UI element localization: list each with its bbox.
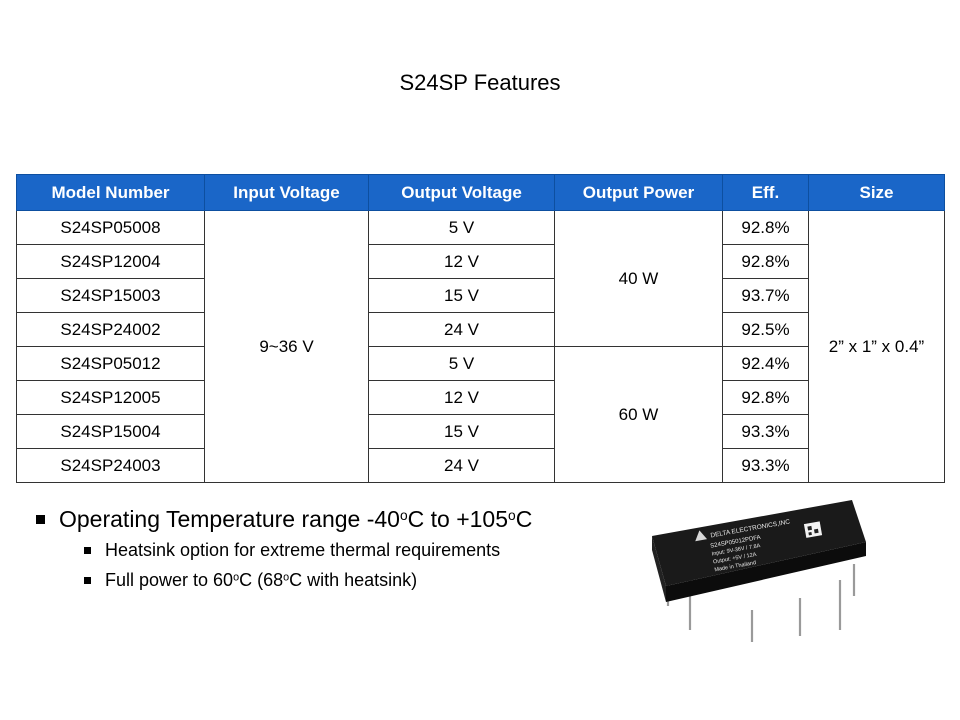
model-cell: S24SP24002 [16, 312, 205, 347]
text-run: C with heatsink) [289, 569, 418, 590]
table-header-row: Model Number Input Voltage Output Voltag… [16, 174, 945, 211]
degree-superscript: o [233, 571, 240, 584]
module-body [652, 500, 866, 586]
module-side-face [652, 536, 666, 602]
model-cell: S24SP12004 [16, 244, 205, 279]
text-run: C to +105 [407, 505, 509, 532]
header-size: Size [808, 174, 945, 211]
text-run: Operating Temperature range -40 [59, 505, 400, 532]
table-row: S24SP24002 24 V 92.5% [16, 312, 945, 347]
delta-logo-icon [695, 530, 708, 542]
table-row: S24SP12005 12 V 92.8% [16, 380, 945, 415]
square-bullet-icon [84, 576, 91, 584]
text-run: C (68 [239, 569, 284, 590]
degree-superscript: o [283, 571, 290, 584]
table-row: S24SP05008 9~36 V 5 V 40 W 92.8% 2” x 1”… [16, 210, 945, 483]
table-row: S24SP15004 15 V 93.3% [16, 414, 945, 449]
size-cell: 2” x 1” x 0.4” [808, 210, 945, 483]
efficiency-cell: 92.8% [722, 210, 809, 245]
bullet-heatsink-option: Heatsink option for extreme thermal requ… [84, 535, 532, 565]
header-output-power: Output Power [554, 174, 723, 211]
square-bullet-icon [36, 514, 45, 524]
bullet-text: Heatsink option for extreme thermal requ… [105, 539, 501, 560]
efficiency-cell: 92.8% [722, 244, 809, 279]
text-run: C [515, 505, 533, 532]
header-efficiency: Eff. [722, 174, 809, 211]
model-cell: S24SP24003 [16, 448, 205, 483]
model-cell: S24SP15003 [16, 278, 205, 313]
degree-superscript: o [399, 507, 408, 523]
model-cell: S24SP05008 [16, 210, 205, 245]
table-row: S24SP24003 24 V 93.3% [16, 448, 945, 483]
degree-superscript: o [508, 507, 516, 523]
bullet-full-power: Full power to 60oC (68oC with heatsink) [84, 565, 532, 595]
output-power-cell: 60 W [554, 346, 723, 483]
header-output-voltage: Output Voltage [368, 174, 555, 211]
output-voltage-cell: 12 V [368, 244, 555, 279]
feature-bullets: Operating Temperature range -40oC to +10… [36, 503, 532, 595]
table-row: S24SP15003 15 V 93.7% [16, 278, 945, 313]
output-voltage-cell: 5 V [368, 210, 555, 245]
bullet-operating-temperature: Operating Temperature range -40oC to +10… [36, 503, 532, 535]
dc-dc-converter-module-image: DELTA ELECTRONICS,INC S24SP05012PDFA Inp… [652, 500, 866, 642]
qr-code-icon [803, 521, 823, 538]
efficiency-cell: 93.7% [722, 278, 809, 313]
input-voltage-cell: 9~36 V [204, 210, 369, 483]
output-voltage-cell: 5 V [368, 346, 555, 381]
bullet-text: Full power to 60oC (68oC with heatsink) [105, 570, 417, 591]
header-model-number: Model Number [16, 174, 205, 211]
output-voltage-cell: 15 V [368, 278, 555, 313]
efficiency-cell: 93.3% [722, 448, 809, 483]
efficiency-cell: 92.8% [722, 380, 809, 415]
bullet-text: Operating Temperature range -40oC to +10… [59, 506, 532, 533]
efficiency-cell: 92.5% [722, 312, 809, 347]
header-input-voltage: Input Voltage [204, 174, 369, 211]
output-voltage-cell: 12 V [368, 380, 555, 415]
efficiency-cell: 93.3% [722, 414, 809, 449]
model-cell: S24SP05012 [16, 346, 205, 381]
output-voltage-cell: 24 V [368, 312, 555, 347]
table-row: S24SP05012 5 V 60 W 92.4% [16, 346, 945, 483]
specs-table: Model Number Input Voltage Output Voltag… [16, 174, 945, 483]
output-voltage-cell: 24 V [368, 448, 555, 483]
model-cell: S24SP15004 [16, 414, 205, 449]
module-front-face [666, 542, 866, 602]
output-power-cell: 40 W [554, 210, 723, 347]
square-bullet-icon [84, 546, 91, 554]
efficiency-cell: 92.4% [722, 346, 809, 381]
slide-title: S24SP Features [399, 70, 561, 95]
model-cell: S24SP12005 [16, 380, 205, 415]
table-row: S24SP12004 12 V 92.8% [16, 244, 945, 279]
text-run: Full power to 60 [105, 569, 234, 590]
output-voltage-cell: 15 V [368, 414, 555, 449]
